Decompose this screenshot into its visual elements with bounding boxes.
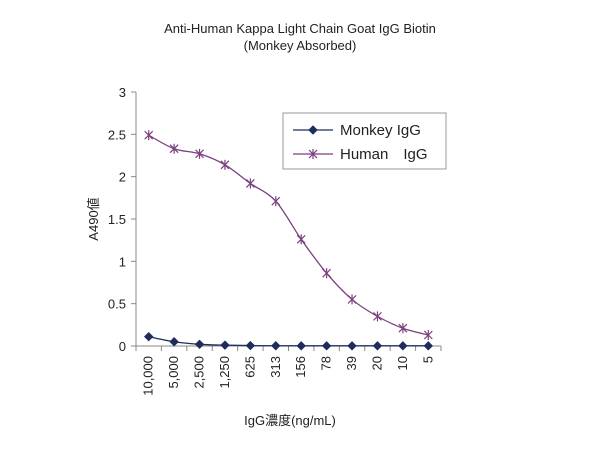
x-tick-label: 10 xyxy=(395,356,410,370)
data-point xyxy=(373,311,382,322)
data-point xyxy=(322,268,332,279)
data-point xyxy=(321,341,332,351)
x-tick-label: 78 xyxy=(319,356,334,370)
series-monkey-igg xyxy=(144,331,433,351)
legend-item: Monkey IgG xyxy=(293,122,421,139)
y-tick-label: 1 xyxy=(119,254,126,269)
x-tick-label: 625 xyxy=(242,356,257,378)
y-tick-label: 0 xyxy=(119,339,126,354)
data-point xyxy=(398,341,408,351)
y-tick-label: 0.5 xyxy=(108,297,126,312)
series-line xyxy=(148,336,429,347)
x-tick-label: 20 xyxy=(369,356,384,370)
legend: Monkey IgG Human IgG xyxy=(282,112,447,170)
legend-label: Human IgG xyxy=(340,146,428,163)
series-line xyxy=(148,134,429,336)
data-point xyxy=(245,340,256,351)
x-tick-label: 313 xyxy=(268,356,283,378)
data-point xyxy=(144,130,154,141)
y-axis-label: A490値 xyxy=(86,197,101,240)
series-layer xyxy=(144,130,433,351)
y-axis-ticks: 0 0.5 1 1.5 2 2.5 3 xyxy=(108,85,136,354)
data-point xyxy=(245,178,255,189)
y-tick-label: 3 xyxy=(119,85,126,100)
data-point xyxy=(296,341,306,351)
data-point xyxy=(169,143,179,154)
data-point xyxy=(271,341,281,351)
data-point xyxy=(144,331,154,342)
x-tick-label: 156 xyxy=(293,356,308,378)
data-point xyxy=(195,148,204,159)
legend-marker xyxy=(308,125,318,135)
y-tick-label: 1.5 xyxy=(108,212,126,227)
data-point xyxy=(220,159,230,170)
legend-box xyxy=(282,112,447,170)
data-point xyxy=(423,329,433,340)
x-tick-label: 2,500 xyxy=(192,356,207,389)
y-tick-label: 2 xyxy=(119,170,126,185)
x-tick-label: 39 xyxy=(344,356,359,370)
data-point xyxy=(271,196,281,207)
x-axis-label: IgG濃度(ng/mL) xyxy=(244,413,336,428)
data-point xyxy=(169,337,179,347)
data-point xyxy=(398,323,408,334)
chart-subtitle: (Monkey Absorbed) xyxy=(244,38,357,53)
x-axis-ticks: 10,000 5,000 2,500 1,250 625 313 156 78 39 20 10 5 xyxy=(135,346,442,396)
legend-label: Monkey IgG xyxy=(340,122,421,139)
x-tick-label: 10,000 xyxy=(141,356,156,396)
data-point xyxy=(194,339,205,350)
data-point xyxy=(372,341,383,351)
data-point xyxy=(347,341,357,351)
x-tick-label: 5,000 xyxy=(166,356,181,389)
legend-item: Human IgG xyxy=(293,146,428,163)
x-tick-label: 1,250 xyxy=(217,356,232,389)
x-tick-label: 5 xyxy=(420,356,435,363)
data-point xyxy=(347,294,357,305)
data-point xyxy=(296,234,306,245)
y-tick-label: 2.5 xyxy=(108,127,126,142)
chart-title: Anti-Human Kappa Light Chain Goat IgG Bi… xyxy=(164,21,436,36)
series-human-igg xyxy=(144,130,433,340)
data-point xyxy=(220,340,230,350)
legend-marker xyxy=(308,149,318,159)
data-point xyxy=(423,341,433,351)
